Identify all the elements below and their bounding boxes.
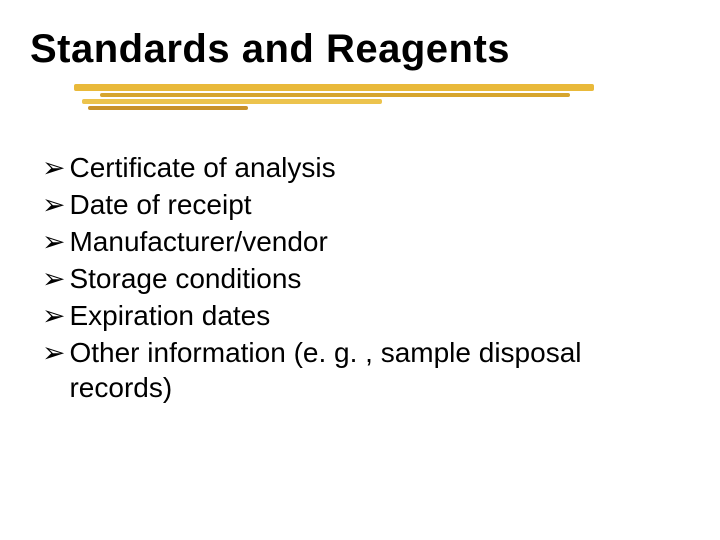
list-item-text: Date of receipt [69,187,251,222]
list-item: ➢ Expiration dates [42,298,662,333]
list-item: ➢ Manufacturer/vendor [42,224,662,259]
list-item-text: Certificate of analysis [69,150,335,185]
list-item: ➢ Certificate of analysis [42,150,662,185]
arrow-bullet-icon: ➢ [42,335,65,370]
title-block: Standards and Reagents [30,28,670,114]
list-item-text: Manufacturer/vendor [69,224,327,259]
list-item: ➢ Other information (e. g. , sample disp… [42,335,662,405]
brush-stroke [74,84,594,91]
list-item: ➢ Storage conditions [42,261,662,296]
slide: Standards and Reagents ➢ Certificate of … [0,0,720,540]
bullet-list: ➢ Certificate of analysis ➢ Date of rece… [42,150,662,407]
list-item-text: Other information (e. g. , sample dispos… [69,335,662,405]
slide-title: Standards and Reagents [30,28,670,70]
arrow-bullet-icon: ➢ [42,224,65,259]
arrow-bullet-icon: ➢ [42,187,65,222]
arrow-bullet-icon: ➢ [42,150,65,185]
arrow-bullet-icon: ➢ [42,298,65,333]
list-item-text: Expiration dates [69,298,270,333]
brush-stroke [100,93,570,97]
list-item: ➢ Date of receipt [42,187,662,222]
brush-stroke [88,106,248,110]
title-underline [30,84,640,114]
brush-stroke [82,99,382,104]
list-item-text: Storage conditions [69,261,301,296]
arrow-bullet-icon: ➢ [42,261,65,296]
